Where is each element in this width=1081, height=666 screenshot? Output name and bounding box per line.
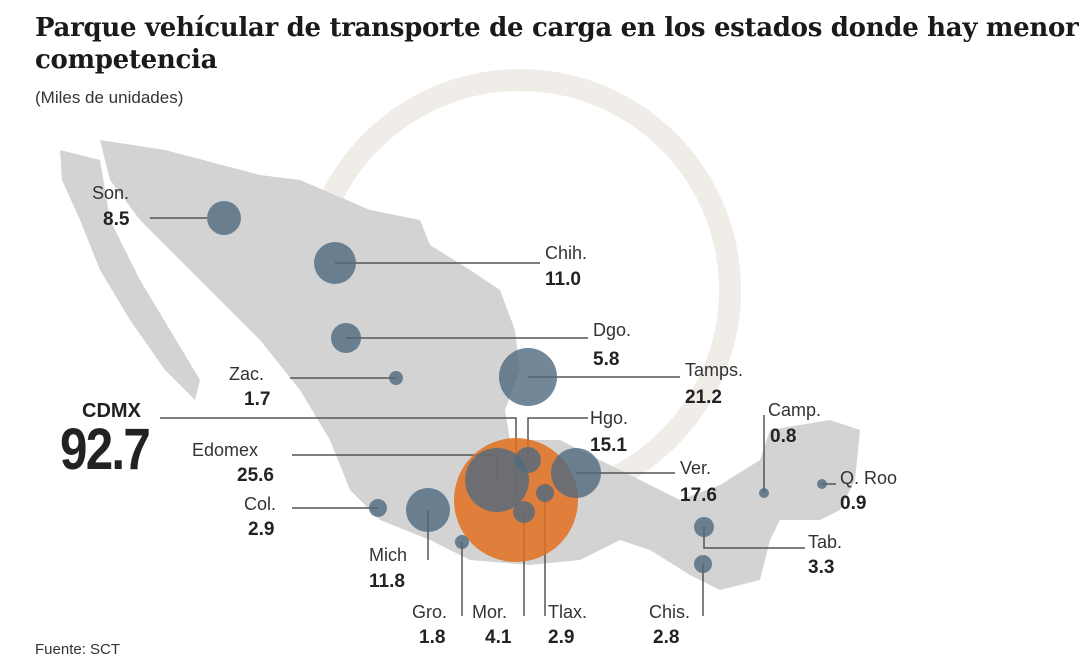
state-label-gro: Gro.	[412, 602, 448, 622]
baja-california-shape	[60, 150, 200, 400]
state-value-ver: 17.6	[680, 485, 717, 506]
bubble-col	[369, 499, 387, 517]
state-label-dgo: Dgo.	[593, 320, 632, 340]
bubble-mich	[406, 488, 450, 532]
state-value-qroo: 0.9	[840, 493, 867, 514]
state-label-mich: Mich	[369, 545, 408, 565]
state-label-col: Col.	[244, 494, 277, 514]
bubble-camp	[759, 488, 769, 498]
state-value-mor: 4.1	[485, 627, 512, 648]
bubble-chih	[314, 242, 356, 284]
state-value-tab: 3.3	[808, 557, 835, 578]
state-label-tab: Tab.	[808, 532, 843, 552]
state-value-hgo: 15.1	[590, 435, 627, 456]
cdmx-label: CDMX	[82, 400, 141, 422]
state-label-tlax: Tlax.	[548, 602, 588, 622]
state-label-son: Son.	[92, 183, 130, 203]
bubble-zac	[389, 371, 403, 385]
state-value-col: 2.9	[248, 519, 275, 540]
state-label-hgo: Hgo.	[590, 408, 629, 428]
state-value-camp: 0.8	[770, 426, 797, 447]
bubble-tab	[694, 517, 714, 537]
state-value-dgo: 5.8	[593, 349, 620, 370]
state-label-ver: Ver.	[680, 458, 712, 478]
state-value-edomex: 25.6	[237, 465, 274, 486]
bubble-dgo	[331, 323, 361, 353]
state-value-tlax: 2.9	[548, 627, 575, 648]
bubble-son	[207, 201, 241, 235]
state-value-zac: 1.7	[244, 389, 271, 410]
bubble-tamps	[499, 348, 557, 406]
bubble-ver	[551, 448, 601, 498]
state-value-tamps: 21.2	[685, 387, 722, 408]
state-value-chih: 11.0	[545, 269, 581, 290]
state-label-chis: Chis.	[649, 602, 691, 622]
cdmx-value: 92.7	[60, 417, 151, 482]
state-label-camp: Camp.	[768, 400, 822, 420]
state-label-edomex: Edomex	[192, 440, 259, 460]
bubble-edomex	[465, 448, 529, 512]
state-value-son: 8.5	[103, 209, 130, 230]
state-label-qroo: Q. Roo	[840, 468, 898, 488]
state-label-mor: Mor.	[472, 602, 508, 622]
source-note: Fuente: SCT	[35, 641, 121, 658]
state-value-chis: 2.8	[653, 627, 680, 648]
bubble-mor	[513, 501, 535, 523]
bubble-chis	[694, 555, 712, 573]
state-value-mich: 11.8	[369, 571, 405, 592]
subtitle: (Miles de unidades)	[35, 88, 184, 107]
title: Parque vehícular de transporte de carga …	[35, 13, 1079, 75]
state-label-tamps: Tamps.	[685, 360, 744, 380]
state-label-chih: Chih.	[545, 243, 588, 263]
state-label-zac: Zac.	[229, 364, 265, 384]
bubble-gro	[455, 535, 469, 549]
state-value-gro: 1.8	[419, 627, 446, 648]
bubble-qroo	[817, 479, 827, 489]
bubble-tlax	[536, 484, 554, 502]
mainland-shape	[100, 140, 860, 590]
